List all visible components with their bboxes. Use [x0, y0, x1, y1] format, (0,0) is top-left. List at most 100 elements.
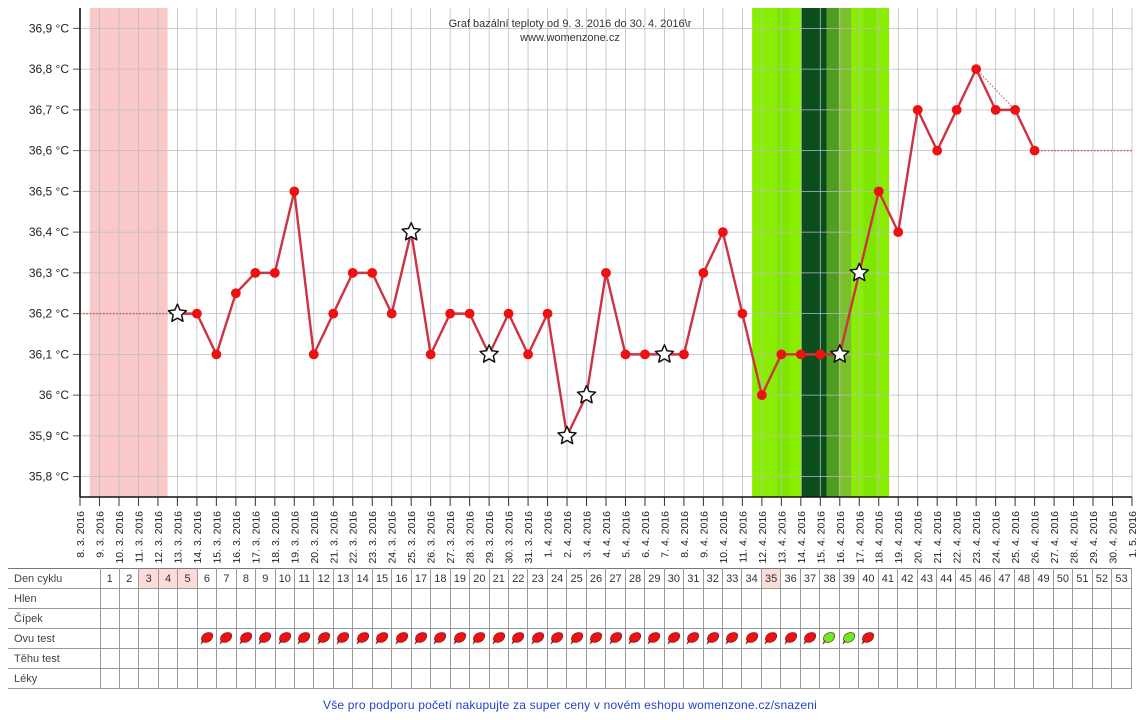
row-cipek-cell[interactable]	[702, 608, 724, 629]
row-hlen-cell[interactable]	[721, 588, 743, 609]
row-hlen-cell[interactable]	[99, 588, 120, 609]
row-cipek-cell[interactable]	[255, 608, 276, 629]
cycle-day-cell[interactable]: 5	[177, 568, 198, 589]
cycle-day-cell[interactable]: 15	[371, 568, 393, 589]
row-leky-cell[interactable]	[897, 668, 918, 689]
row-leky-cell[interactable]	[585, 668, 607, 689]
ovu-test-cell[interactable]	[799, 628, 821, 649]
row-leky-cell[interactable]	[118, 668, 140, 689]
row-cipek-cell[interactable]	[605, 608, 626, 629]
cycle-day-cell[interactable]: 18	[430, 568, 451, 589]
ovu-test-cell[interactable]	[235, 628, 257, 649]
row-hlen-cell[interactable]	[644, 588, 665, 609]
ovu-test-cell[interactable]	[313, 628, 334, 649]
row-hlen-cell[interactable]	[488, 588, 510, 609]
cycle-day-cell[interactable]: 14	[352, 568, 373, 589]
row-hlen-cell[interactable]	[235, 588, 257, 609]
row-tehu-test-cell[interactable]	[721, 648, 743, 669]
ovu-test-cell[interactable]	[935, 628, 957, 649]
cycle-day-cell[interactable]: 7	[216, 568, 237, 589]
row-tehu-test-cell[interactable]	[274, 648, 296, 669]
row-leky-cell[interactable]	[935, 668, 957, 689]
row-tehu-test-cell[interactable]	[469, 648, 490, 669]
cycle-day-cell[interactable]: 41	[877, 568, 899, 589]
ovu-test-cell[interactable]	[527, 628, 548, 649]
row-leky-cell[interactable]	[332, 668, 354, 689]
ovu-test-cell[interactable]	[294, 628, 315, 649]
cycle-day-cell[interactable]: 1	[99, 568, 120, 589]
row-hlen-cell[interactable]	[741, 588, 762, 609]
ovu-test-cell[interactable]	[760, 628, 782, 649]
row-tehu-test-cell[interactable]	[741, 648, 762, 669]
row-tehu-test-cell[interactable]	[118, 648, 140, 669]
cycle-day-cell[interactable]: 46	[974, 568, 996, 589]
cycle-day-cell[interactable]: 50	[1052, 568, 1074, 589]
row-cipek-cell[interactable]	[332, 608, 354, 629]
row-hlen-cell[interactable]	[799, 588, 821, 609]
row-leky-cell[interactable]	[877, 668, 899, 689]
ovu-test-cell[interactable]	[683, 628, 704, 649]
ovu-test-cell[interactable]	[449, 628, 471, 649]
cycle-day-cell[interactable]: 20	[469, 568, 490, 589]
row-tehu-test-cell[interactable]	[1052, 648, 1074, 669]
row-cipek-cell[interactable]	[99, 608, 120, 629]
row-hlen-cell[interactable]	[508, 588, 529, 609]
ovu-test-cell[interactable]	[430, 628, 451, 649]
ovu-test-cell[interactable]	[352, 628, 373, 649]
cycle-day-cell[interactable]: 25	[566, 568, 587, 589]
row-tehu-test-cell[interactable]	[838, 648, 860, 669]
ovu-test-cell[interactable]	[644, 628, 665, 649]
cycle-day-cell[interactable]: 38	[819, 568, 840, 589]
cycle-day-cell[interactable]: 16	[391, 568, 412, 589]
row-leky-cell[interactable]	[235, 668, 257, 689]
row-cipek-cell[interactable]	[799, 608, 821, 629]
cycle-day-cell[interactable]: 3	[138, 568, 159, 589]
ovu-test-cell[interactable]	[1033, 628, 1054, 649]
row-leky-cell[interactable]	[313, 668, 334, 689]
row-cipek-cell[interactable]	[741, 608, 762, 629]
ovu-test-cell[interactable]	[546, 628, 568, 649]
cycle-day-cell[interactable]: 34	[741, 568, 762, 589]
row-hlen-cell[interactable]	[449, 588, 471, 609]
row-cipek-cell[interactable]	[546, 608, 568, 629]
cycle-day-cell[interactable]: 8	[235, 568, 257, 589]
row-leky-cell[interactable]	[391, 668, 412, 689]
row-tehu-test-cell[interactable]	[702, 648, 724, 669]
cycle-day-cell[interactable]: 42	[897, 568, 918, 589]
row-hlen-cell[interactable]	[994, 588, 1015, 609]
cycle-day-cell[interactable]: 44	[935, 568, 957, 589]
row-leky-cell[interactable]	[566, 668, 587, 689]
cycle-day-cell[interactable]: 43	[916, 568, 937, 589]
row-cipek-cell[interactable]	[196, 608, 218, 629]
ovu-test-cell[interactable]	[702, 628, 724, 649]
row-cipek-cell[interactable]	[294, 608, 315, 629]
row-tehu-test-cell[interactable]	[410, 648, 432, 669]
row-tehu-test-cell[interactable]	[916, 648, 937, 669]
row-tehu-test-cell[interactable]	[371, 648, 393, 669]
cycle-day-cell[interactable]: 29	[644, 568, 665, 589]
row-leky-cell[interactable]	[255, 668, 276, 689]
ovu-test-cell[interactable]	[721, 628, 743, 649]
row-cipek-cell[interactable]	[780, 608, 801, 629]
row-leky-cell[interactable]	[955, 668, 976, 689]
row-leky-cell[interactable]	[177, 668, 198, 689]
ovu-test-cell[interactable]	[1052, 628, 1074, 649]
ovu-test-cell[interactable]	[255, 628, 276, 649]
row-tehu-test-cell[interactable]	[858, 648, 879, 669]
cycle-day-cell[interactable]: 2	[118, 568, 140, 589]
row-leky-cell[interactable]	[1111, 668, 1132, 689]
row-tehu-test-cell[interactable]	[994, 648, 1015, 669]
row-leky-cell[interactable]	[819, 668, 840, 689]
row-hlen-cell[interactable]	[877, 588, 899, 609]
cycle-day-cell[interactable]: 28	[624, 568, 646, 589]
cycle-day-cell[interactable]: 23	[527, 568, 548, 589]
row-hlen-cell[interactable]	[157, 588, 179, 609]
cycle-day-cell[interactable]: 22	[508, 568, 529, 589]
row-leky-cell[interactable]	[838, 668, 860, 689]
row-hlen-cell[interactable]	[605, 588, 626, 609]
row-leky-cell[interactable]	[683, 668, 704, 689]
row-tehu-test-cell[interactable]	[332, 648, 354, 669]
row-cipek-cell[interactable]	[819, 608, 840, 629]
row-cipek-cell[interactable]	[955, 608, 976, 629]
row-hlen-cell[interactable]	[1072, 588, 1093, 609]
